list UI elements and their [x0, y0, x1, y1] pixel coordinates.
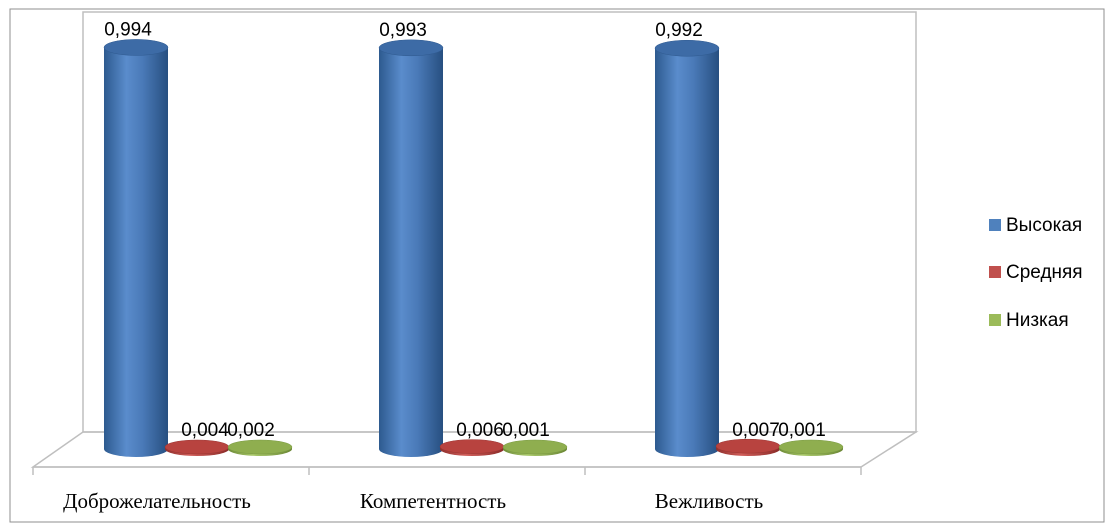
bar-2-2 [778, 439, 844, 456]
legend-label: Высокая [1006, 215, 1082, 236]
legend-swatch [989, 266, 1001, 278]
bar-2-0 [227, 439, 293, 456]
legend: Высокая Средняя Низкая [989, 215, 1083, 331]
legend-label: Средняя [1006, 262, 1083, 283]
bar-top [164, 439, 230, 455]
bar-body [104, 47, 168, 457]
bar-top [654, 39, 720, 57]
data-label: 0,004 [181, 420, 229, 441]
bar-1-0 [164, 439, 230, 456]
legend-item: Средняя [989, 262, 1083, 283]
data-label: 0,993 [379, 20, 427, 41]
bar-1-1 [439, 439, 505, 456]
plot-back-wall [82, 11, 917, 433]
bar-0-1 [378, 39, 444, 457]
legend-swatch [989, 314, 1001, 326]
data-label: 0,001 [778, 420, 826, 441]
bar-top [227, 439, 293, 455]
category-labels-layer: Доброжелательность Компетентность Вежливос… [63, 489, 763, 513]
data-label: 0,992 [655, 20, 703, 41]
legend-item: Низкая [989, 310, 1069, 331]
bar-top [378, 39, 444, 57]
category-label: Компетентность [360, 489, 506, 513]
bar-top [103, 39, 169, 56]
bar-0-0 [103, 39, 169, 457]
data-labels-layer: 0,9940,0040,0020,9930,0060,0010,9920,007… [104, 19, 826, 441]
bar-top [439, 439, 505, 454]
category-label: Доброжелательность [63, 489, 251, 513]
legend-item: Высокая [989, 215, 1082, 236]
data-label: 0,002 [227, 420, 275, 441]
data-label: 0,007 [732, 420, 780, 441]
bar-1-2 [715, 438, 781, 456]
bar-top [502, 439, 568, 455]
bar-top [715, 438, 781, 454]
legend-label: Низкая [1006, 310, 1069, 331]
bar-top [778, 439, 844, 455]
bar-body [379, 47, 443, 457]
chart-border [9, 8, 1105, 523]
bar-body [655, 48, 719, 458]
data-label: 0,006 [456, 420, 504, 441]
bars-layer [103, 39, 844, 458]
data-label: 0,001 [502, 420, 550, 441]
data-label: 0,994 [104, 19, 152, 40]
category-label: Вежливость [655, 489, 763, 513]
bar-0-2 [654, 39, 720, 458]
bar-2-1 [502, 439, 568, 456]
legend-swatch [989, 219, 1001, 231]
